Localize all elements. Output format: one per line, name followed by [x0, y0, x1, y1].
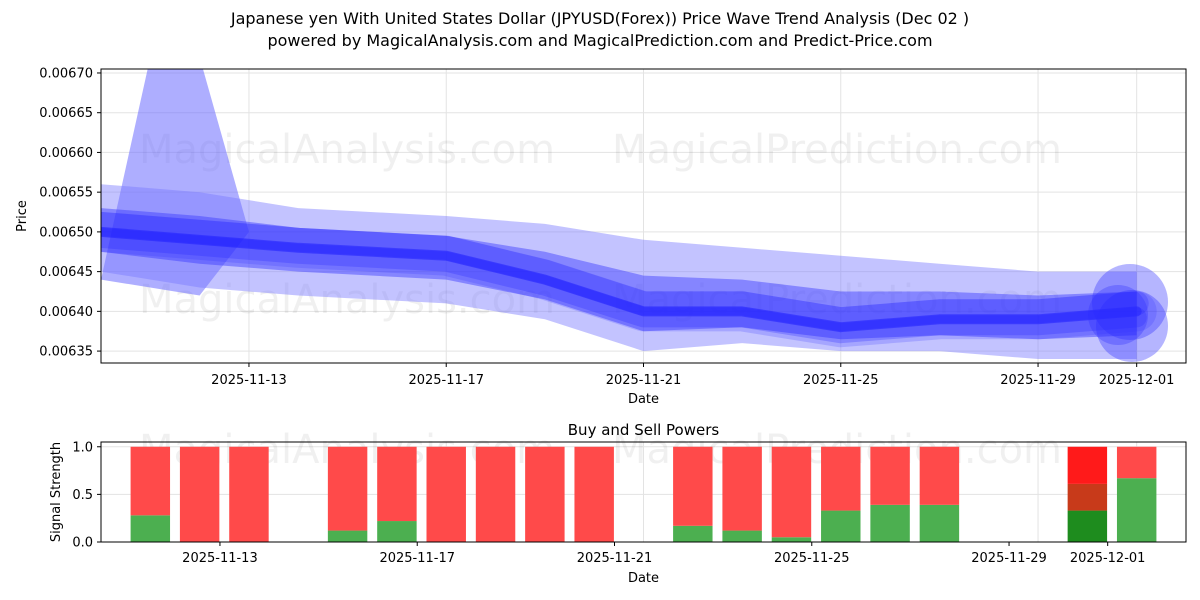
- y-tick-label: 0.0: [72, 536, 93, 551]
- sell-bar: [179, 446, 220, 542]
- sell-bar: [673, 446, 713, 526]
- x-tick-label: 2025-12-01: [1099, 373, 1175, 388]
- y-tick-label: 0.5: [72, 488, 93, 503]
- mixed-bar: [1067, 483, 1108, 511]
- buy-bar: [919, 504, 960, 542]
- y-tick-label: 0.00670: [39, 66, 93, 81]
- y-tick-label: 0.00665: [39, 106, 93, 121]
- x-tick-label: 2025-11-17: [408, 373, 484, 388]
- x-tick-label: 2025-11-29: [1000, 373, 1076, 388]
- sell-bar: [229, 446, 269, 542]
- x-axis-label: Date: [628, 571, 659, 586]
- y-axis-label: Price: [15, 200, 30, 232]
- buy-bar: [130, 515, 171, 542]
- wave-end-blob: [1092, 264, 1168, 340]
- y-tick-label: 1.0: [72, 440, 93, 455]
- sell-bar: [377, 446, 417, 522]
- x-tick-label: 2025-11-21: [577, 551, 653, 566]
- buy-bar: [1116, 478, 1157, 542]
- buy-bar: [821, 510, 861, 542]
- sell-bar: [327, 446, 368, 531]
- buy-bar: [377, 521, 417, 542]
- y-tick-label: 0.00660: [39, 146, 93, 161]
- wave-end-blob: [1096, 290, 1168, 362]
- x-tick-label: 2025-11-29: [971, 551, 1047, 566]
- watermark: MagicalAnalysis.com: [139, 277, 555, 323]
- wave-inner-band: [101, 208, 1137, 340]
- sell-bar: [525, 446, 565, 542]
- x-tick-label: 2025-11-25: [774, 551, 850, 566]
- sell-bar: [821, 446, 861, 511]
- x-tick-label: 2025-11-25: [803, 373, 879, 388]
- sell-bar: [870, 446, 910, 505]
- sell-bar: [130, 446, 171, 516]
- x-tick-label: 2025-12-01: [1070, 551, 1146, 566]
- sell-bar: [475, 446, 516, 542]
- buy-bar: [771, 537, 812, 542]
- buy-bar: [327, 530, 368, 542]
- x-tick-label: 2025-11-13: [182, 551, 258, 566]
- plot-frame: [100, 441, 1187, 543]
- chart-title: Japanese yen With United States Dollar (…: [230, 9, 970, 28]
- y-tick-label: 0.00635: [39, 345, 93, 360]
- wave-stroke: [101, 227, 1147, 344]
- x-tick-label: 2025-11-17: [379, 551, 455, 566]
- y-tick-label: 0.00650: [39, 225, 93, 240]
- sell-bar: [919, 446, 960, 505]
- sell-bar: [771, 446, 812, 538]
- x-tick-label: 2025-11-21: [606, 373, 682, 388]
- wave-stroke: [101, 211, 1149, 332]
- y-tick-label: 0.00640: [39, 305, 93, 320]
- buy-bar: [1067, 510, 1108, 542]
- sell-bar: [722, 446, 762, 531]
- sell-bar: [426, 446, 466, 542]
- wave-core-line: [101, 226, 1142, 333]
- buy-bar: [722, 530, 762, 542]
- y-tick-label: 0.00645: [39, 265, 93, 280]
- buy-bar: [870, 504, 910, 542]
- wave-end-blob: [1088, 285, 1148, 345]
- chart-subtitle: powered by MagicalAnalysis.com and Magic…: [267, 31, 933, 50]
- watermark: MagicalPrediction.com: [612, 127, 1062, 173]
- y-axis-label: Signal Strength: [49, 442, 64, 542]
- wave-layer: [101, 69, 1168, 362]
- buy-bar: [673, 525, 713, 542]
- y-tick-label: 0.00655: [39, 186, 93, 201]
- sell-bar: [574, 446, 614, 542]
- sell-bar: [1116, 446, 1157, 479]
- x-axis-label: Date: [628, 392, 659, 407]
- x-tick-label: 2025-11-13: [211, 373, 287, 388]
- sell-bar: [1067, 446, 1108, 484]
- panel-title: Buy and Sell Powers: [568, 421, 720, 439]
- wave-envelope-band: [101, 184, 1137, 359]
